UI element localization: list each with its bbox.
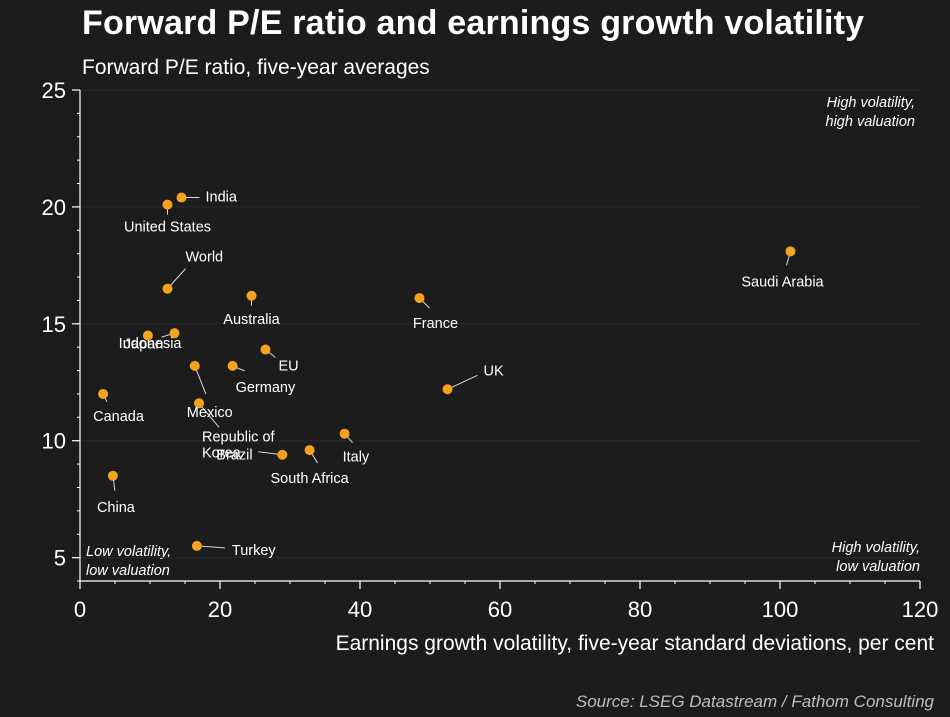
point-label: Brazil [216, 448, 252, 464]
data-point [414, 293, 425, 304]
point-label: World [186, 250, 224, 266]
x-tick-label: 0 [74, 597, 86, 622]
data-point [227, 360, 238, 371]
data-point [785, 246, 796, 257]
x-tick-label: 120 [902, 597, 939, 622]
y-tick-label: 15 [42, 312, 66, 337]
data-point [260, 344, 271, 355]
y-tick-label: 20 [42, 195, 66, 220]
annotation-top-right: High volatility, high valuation [826, 94, 916, 132]
chart-subtitle: Forward P/E ratio, five-year averages [82, 56, 430, 79]
y-tick-label: 5 [54, 546, 66, 571]
point-label: China [97, 500, 136, 516]
point-label: India [206, 190, 238, 206]
data-point [162, 199, 173, 210]
data-point [304, 445, 315, 456]
x-tick-label: 80 [628, 597, 652, 622]
data-point [339, 428, 350, 439]
point-label: France [413, 316, 458, 332]
annotation-line: High volatility, [831, 540, 920, 556]
data-point [246, 290, 257, 301]
y-tick-label: 25 [42, 78, 66, 103]
y-tick-label: 10 [42, 429, 66, 454]
data-point [162, 283, 173, 294]
point-label: Republic of Korea [202, 429, 276, 461]
data-point [191, 540, 202, 551]
point-label: Mexico [187, 405, 233, 421]
x-tick-label: 100 [762, 597, 799, 622]
annotation-bottom-left: Low volatility, low valuation [86, 543, 171, 581]
x-axis-label: Earnings growth volatility, five-year st… [335, 632, 934, 655]
point-label: Australia [223, 312, 280, 328]
point-label: Japan [124, 337, 164, 353]
point-label: Germany [236, 380, 296, 396]
data-point [142, 330, 153, 341]
data-point [107, 470, 118, 481]
x-tick-label: 20 [208, 597, 232, 622]
point-label: South Africa [271, 471, 350, 487]
point-label: Indonesia [119, 336, 183, 352]
data-point [189, 360, 200, 371]
chart-title: Forward P/E ratio and earnings growth vo… [82, 4, 865, 42]
x-tick-label: 60 [488, 597, 512, 622]
data-point [169, 328, 180, 339]
annotation-bottom-right: High volatility, low valuation [832, 539, 920, 577]
point-label: Turkey [232, 543, 277, 559]
point-label: Saudi Arabia [741, 274, 824, 290]
annotation-line: Low volatility, [86, 544, 172, 560]
x-tick-label: 40 [348, 597, 372, 622]
data-point [98, 388, 109, 399]
data-point [277, 449, 288, 460]
point-label: Italy [343, 450, 370, 466]
data-point [176, 192, 187, 203]
leader-line [198, 402, 220, 428]
point-label: Canada [93, 409, 145, 425]
data-point [442, 384, 453, 395]
annotation-line: low valuation [836, 558, 920, 575]
point-label: UK [484, 363, 504, 379]
leader-line [447, 374, 478, 390]
leader-line [194, 365, 207, 395]
data-point [194, 398, 204, 409]
source-note: Source: LSEG Datastream / Fathom Consult… [575, 692, 934, 711]
point-label: United States [124, 220, 211, 236]
annotation-line: high valuation [825, 113, 916, 130]
annotation-line: low valuation [86, 562, 170, 579]
annotation-line: High volatility, [826, 95, 915, 111]
point-label: EU [279, 359, 299, 375]
